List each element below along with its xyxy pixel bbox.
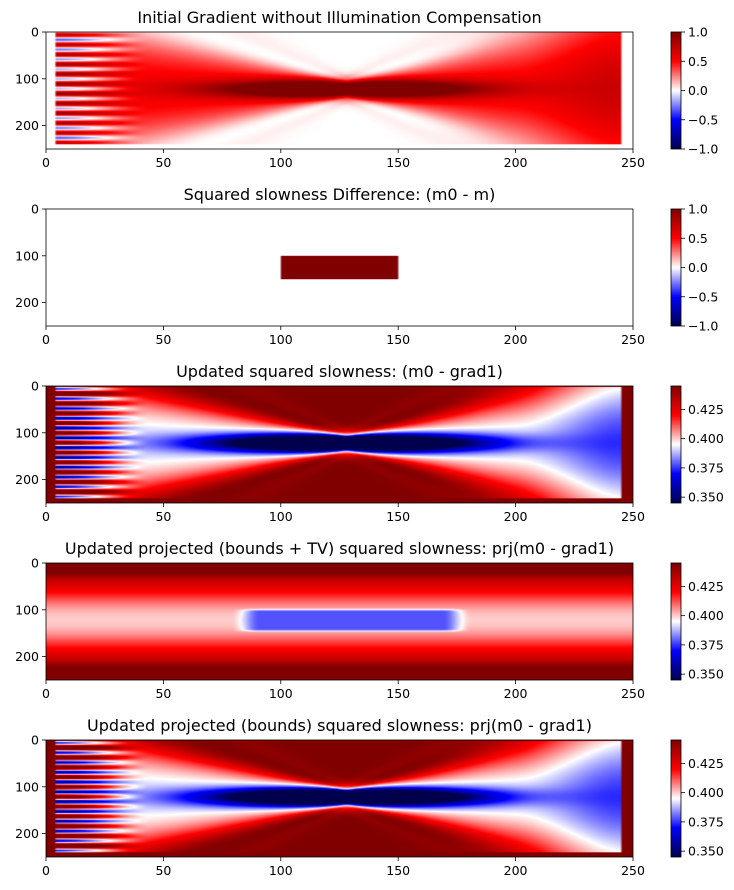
y-tick-label: 0 [31, 379, 39, 394]
x-tick-label: 50 [155, 863, 171, 878]
x-tick-label: 150 [386, 332, 410, 347]
axes-frame [45, 31, 634, 150]
colorbar-tick-label: 0.350 [688, 490, 724, 505]
colorbar-frame [670, 385, 682, 504]
colorbar-gradient [671, 563, 681, 680]
y-tick-label: 200 [15, 649, 39, 664]
colorbar-tick-label: 0.350 [688, 667, 724, 682]
y-tick-label: 100 [15, 425, 39, 440]
y-tick-label: 0 [31, 556, 39, 571]
axes-frame [45, 385, 634, 504]
y-tick-label: 200 [15, 118, 39, 133]
x-tick-label: 200 [504, 509, 528, 524]
x-tick-label: 250 [621, 863, 645, 878]
colorbar-tick-label: 0.425 [688, 402, 724, 417]
colorbar-tick-label: −1.0 [688, 319, 718, 334]
x-tick-label: 250 [621, 686, 645, 701]
x-tick-label: 150 [386, 155, 410, 170]
x-tick-label: 100 [269, 509, 293, 524]
x-tick-label: 50 [155, 686, 171, 701]
colorbar-tick-label: 1.0 [688, 202, 708, 217]
heatmap-image [46, 740, 633, 857]
colorbar-tick-label: 0.350 [688, 844, 724, 859]
y-tick-label: 0 [31, 202, 39, 217]
heatmap-image [46, 563, 633, 680]
colorbar-tick-label: 0.0 [688, 260, 708, 275]
y-tick-label: 100 [15, 248, 39, 263]
colorbar-tick-label: −0.5 [688, 289, 718, 304]
colorbar-frame [670, 562, 682, 681]
colorbar-tick-label: −1.0 [688, 142, 718, 157]
x-tick-label: 50 [155, 332, 171, 347]
panel-title: Updated squared slowness: (m0 - grad1) [176, 362, 503, 381]
x-tick-label: 200 [504, 686, 528, 701]
panel-title: Updated projected (bounds + TV) squared … [65, 539, 614, 558]
axes-frame [45, 208, 634, 327]
heatmap-image [46, 209, 633, 326]
x-tick-label: 250 [621, 509, 645, 524]
colorbar-tick-label: 0.400 [688, 608, 724, 623]
y-tick-label: 100 [15, 779, 39, 794]
x-tick-label: 50 [155, 509, 171, 524]
x-tick-label: 50 [155, 155, 171, 170]
x-tick-label: 100 [269, 863, 293, 878]
x-tick-label: 100 [269, 332, 293, 347]
x-tick-label: 0 [42, 863, 50, 878]
colorbar-tick-label: 0.425 [688, 579, 724, 594]
heatmap-image [46, 386, 633, 503]
panel-title: Initial Gradient without Illumination Co… [137, 8, 541, 27]
colorbar-tick-label: 0.375 [688, 637, 724, 652]
colorbar-gradient [671, 386, 681, 503]
colorbar-gradient [671, 209, 681, 326]
colorbar-tick-label: 0.5 [688, 231, 708, 246]
x-tick-label: 200 [504, 863, 528, 878]
colorbar-tick-label: 0.425 [688, 756, 724, 771]
colorbar-frame [670, 739, 682, 858]
x-tick-label: 0 [42, 332, 50, 347]
x-tick-label: 100 [269, 686, 293, 701]
y-tick-label: 100 [15, 602, 39, 617]
colorbar-tick-label: 0.400 [688, 785, 724, 800]
colorbar-tick-label: 0.375 [688, 814, 724, 829]
y-tick-label: 0 [31, 25, 39, 40]
colorbar-tick-label: 0.5 [688, 54, 708, 69]
y-tick-label: 0 [31, 733, 39, 748]
colorbar-gradient [671, 32, 681, 149]
x-tick-label: 100 [269, 155, 293, 170]
colorbar-tick-label: 0.375 [688, 460, 724, 475]
x-tick-label: 250 [621, 155, 645, 170]
colorbar-tick-label: −0.5 [688, 112, 718, 127]
x-tick-label: 150 [386, 509, 410, 524]
colorbar-tick-label: 1.0 [688, 25, 708, 40]
x-tick-label: 0 [42, 686, 50, 701]
colorbar-gradient [671, 740, 681, 857]
panel-title: Squared slowness Difference: (m0 - m) [184, 185, 496, 204]
x-tick-label: 150 [386, 686, 410, 701]
y-tick-label: 200 [15, 472, 39, 487]
heatmap-image [46, 32, 633, 149]
colorbar-tick-label: 0.400 [688, 431, 724, 446]
y-tick-label: 100 [15, 71, 39, 86]
axes-frame [45, 739, 634, 858]
x-tick-label: 0 [42, 155, 50, 170]
x-tick-label: 250 [621, 332, 645, 347]
colorbar-tick-label: 0.0 [688, 83, 708, 98]
x-tick-label: 150 [386, 863, 410, 878]
x-tick-label: 0 [42, 509, 50, 524]
x-tick-label: 200 [504, 332, 528, 347]
x-tick-label: 200 [504, 155, 528, 170]
y-tick-label: 200 [15, 826, 39, 841]
axes-frame [45, 562, 634, 681]
panel-title: Updated projected (bounds) squared slown… [87, 716, 592, 735]
y-tick-label: 200 [15, 295, 39, 310]
